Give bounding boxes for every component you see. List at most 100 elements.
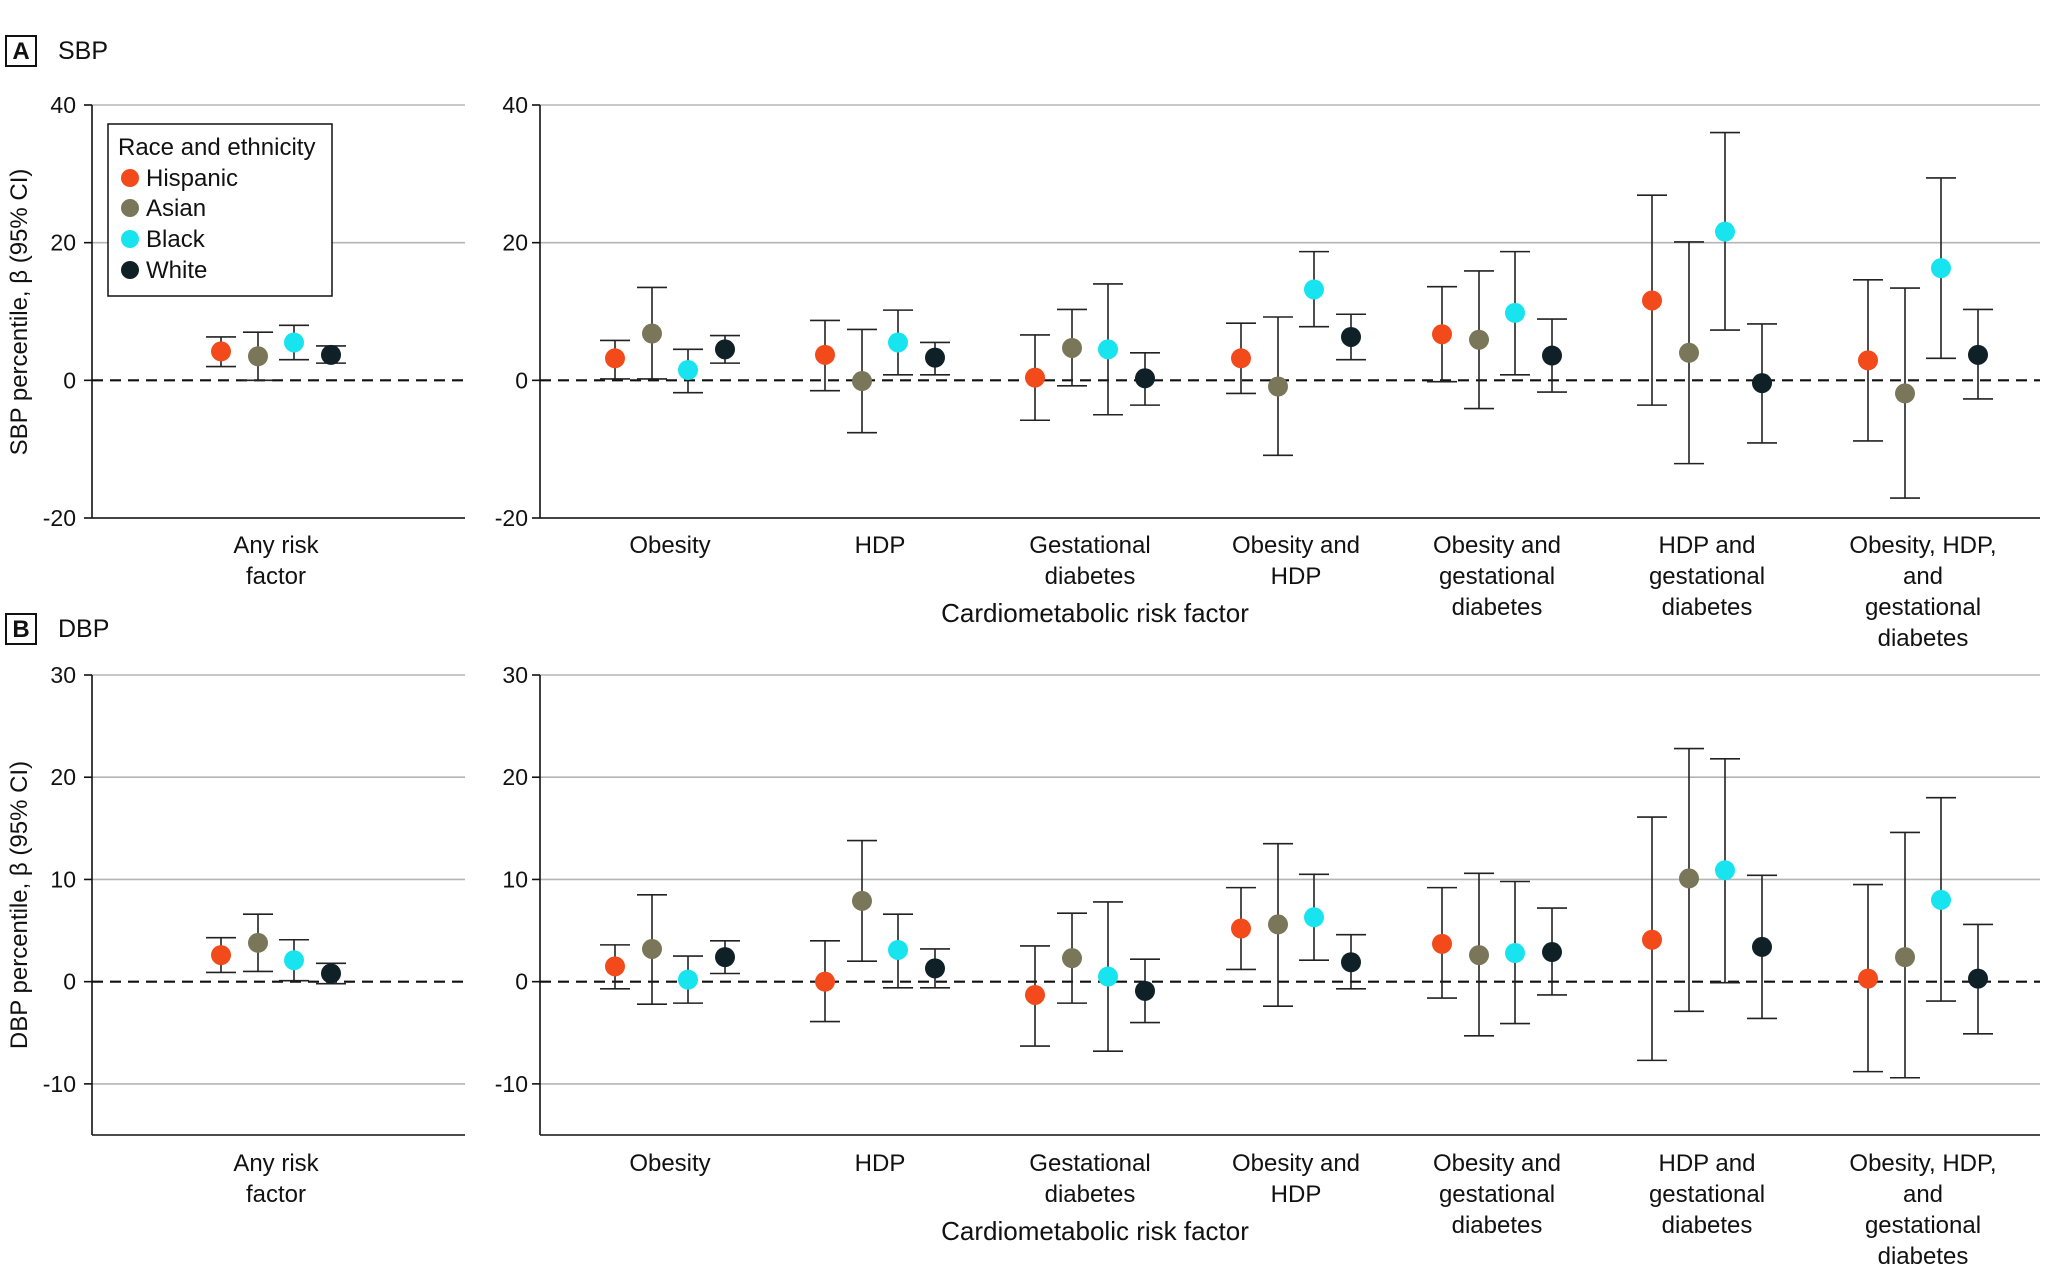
panel-b-obesity-and-gestational-diabetes-black-point	[1505, 943, 1525, 964]
panel-a-label: A	[12, 38, 29, 65]
panel-b-y-axis-title: DBP percentile, β (95% CI)	[6, 761, 33, 1049]
panel-b-hdp-and-gestational-diabetes-black-point	[1715, 860, 1735, 881]
panel-a-hdp-white-point	[925, 347, 945, 368]
panel-a-gestational-diabetes-category-label: Gestational diabetes	[1029, 532, 1150, 590]
panel-a-obesity-and-gestational-diabetes-black-point	[1505, 302, 1525, 323]
panel-b-obesity-black-point	[678, 969, 698, 990]
panel-b-obesity-hdp-and-gestational-diabetes-hispanic-point	[1858, 968, 1878, 989]
panel-a-right-subplot-y-tick-label: -20	[495, 505, 528, 531]
panel-b-any-risk-factor-category-label: Any risk factor	[233, 1150, 319, 1208]
legend-marker-black	[121, 230, 139, 248]
legend-title: Race and ethnicity	[118, 134, 315, 161]
panel-a-obesity-hdp-and-gestational-diabetes-asian-point	[1895, 383, 1915, 404]
panel-b-obesity-hdp-and-gestational-diabetes-black-point	[1931, 889, 1951, 910]
panel-b-any-risk-factor-white-point	[321, 963, 341, 984]
panel-b-hdp-and-gestational-diabetes-asian-point	[1679, 868, 1699, 889]
panel-b-hdp-category-label: HDP	[855, 1150, 906, 1177]
panel-a-any-risk-factor-asian-point	[248, 346, 268, 367]
panel-b-obesity-and-hdp-black-point	[1304, 907, 1324, 928]
panel-b-obesity-and-hdp-hispanic-point	[1231, 918, 1251, 939]
panel-b-y-tick-label: 20	[50, 764, 76, 790]
panel-b-obesity-category-label: Obesity	[629, 1150, 710, 1177]
panel-a-hdp-and-gestational-diabetes-hispanic-point	[1642, 290, 1662, 311]
panel-b-any-risk-factor-asian-point	[248, 932, 268, 953]
panel-a-right-subplot-y-tick-label: 0	[515, 367, 528, 393]
panel-b-gestational-diabetes-black-point	[1098, 966, 1118, 987]
panel-a-y-tick-label: 40	[50, 92, 76, 118]
panel-a-obesity-hdp-and-gestational-diabetes-category-label: Obesity, HDP, and gestational diabetes	[1849, 532, 1996, 652]
panel-a-gestational-diabetes-asian-point	[1062, 337, 1082, 358]
panel-b-gestational-diabetes-hispanic-point	[1025, 984, 1045, 1005]
panel-b-obesity-and-hdp-category-label: Obesity and HDP	[1232, 1150, 1360, 1208]
panel-b-hdp-hispanic-point	[815, 971, 835, 992]
panel-b-hdp-white-point	[925, 958, 945, 979]
panel-a-obesity-hispanic-point	[605, 348, 625, 369]
panel-a-obesity-category-label: Obesity	[629, 532, 710, 559]
panel-a-obesity-and-gestational-diabetes-category-label: Obesity and gestational diabetes	[1433, 532, 1561, 621]
panel-b-gestational-diabetes-category-label: Gestational diabetes	[1029, 1150, 1150, 1208]
panel-a-obesity-and-hdp-hispanic-point	[1231, 348, 1251, 369]
panel-a-right-subplot-y-tick-label: 20	[502, 230, 528, 256]
panel-a-y-tick-label: 20	[50, 230, 76, 256]
panel-b-title: DBP	[58, 615, 109, 643]
panel-b-obesity-hispanic-point	[605, 956, 625, 977]
panel-a-gestational-diabetes-black-point	[1098, 339, 1118, 360]
legend-marker-hispanic	[121, 169, 139, 187]
panel-b-right-subplot-y-tick-label: 0	[515, 969, 528, 995]
panel-a-obesity-black-point	[678, 360, 698, 381]
panel-b-obesity-hdp-and-gestational-diabetes-white-point	[1968, 968, 1988, 989]
panel-b-gestational-diabetes-asian-point	[1062, 948, 1082, 969]
panel-a-obesity-and-gestational-diabetes-asian-point	[1469, 329, 1489, 350]
legend-item-hispanic: Hispanic	[121, 165, 238, 192]
panel-a-obesity-asian-point	[642, 323, 662, 344]
panel-a-hdp-and-gestational-diabetes-black-point	[1715, 221, 1735, 242]
legend-item-asian: Asian	[121, 195, 206, 222]
panel-b-obesity-hdp-and-gestational-diabetes-category-label: Obesity, HDP, and gestational diabetes	[1849, 1150, 1996, 1264]
legend: Race and ethnicity Hispanic Asian Black …	[107, 123, 333, 297]
legend-item-white: White	[121, 257, 207, 284]
panel-b-obesity-and-gestational-diabetes-white-point	[1542, 942, 1562, 963]
panel-b-y-tick-label: -10	[43, 1071, 76, 1097]
panel-b-right-subplot-y-tick-label: 10	[502, 866, 528, 892]
panel-a-y-tick-label: -20	[43, 505, 76, 531]
panel-a-any-risk-factor-black-point	[284, 332, 304, 353]
panel-a-label-box	[5, 35, 37, 67]
panel-b-hdp-and-gestational-diabetes-hispanic-point	[1642, 929, 1662, 950]
panel-b-obesity-and-gestational-diabetes-asian-point	[1469, 945, 1489, 966]
panel-a-obesity-hdp-and-gestational-diabetes-hispanic-point	[1858, 350, 1878, 371]
panel-b-obesity-and-hdp-white-point	[1341, 952, 1361, 973]
legend-label-black: Black	[146, 226, 206, 253]
panel-b-gestational-diabetes-white-point	[1135, 980, 1155, 1001]
legend-marker-white	[121, 261, 139, 279]
panel-b-any-risk-factor-hispanic-point	[211, 945, 231, 966]
legend-label-hispanic: Hispanic	[146, 165, 238, 192]
panel-b-right-subplot-y-tick-label: 30	[502, 662, 528, 688]
legend-label-white: White	[146, 257, 207, 284]
panel-a-obesity-hdp-and-gestational-diabetes-white-point	[1968, 344, 1988, 365]
panel-a-gestational-diabetes-hispanic-point	[1025, 367, 1045, 388]
panel-a-obesity-and-hdp-category-label: Obesity and HDP	[1232, 532, 1360, 590]
panel-b-obesity-and-gestational-diabetes-hispanic-point	[1432, 933, 1452, 954]
panel-b-obesity-asian-point	[642, 938, 662, 959]
panel-a-obesity-and-hdp-black-point	[1304, 279, 1324, 300]
panel-b-hdp-black-point	[888, 939, 908, 960]
panel-a-any-risk-factor-hispanic-point	[211, 341, 231, 362]
panel-a-right-subplot-y-tick-label: 40	[502, 92, 528, 118]
panel-a-hdp-and-gestational-diabetes-asian-point	[1679, 342, 1699, 363]
panel-b-y-tick-label: 10	[50, 866, 76, 892]
panel-a-y-tick-label: 0	[63, 367, 76, 393]
panel-a-obesity-hdp-and-gestational-diabetes-black-point	[1931, 258, 1951, 279]
panel-a-hdp-and-gestational-diabetes-white-point	[1752, 373, 1772, 394]
panel-a-any-risk-factor-category-label: Any risk factor	[233, 532, 319, 590]
panel-b-obesity-white-point	[715, 947, 735, 968]
panel-a-hdp-asian-point	[852, 371, 872, 392]
plot-layers: -20 0 20 40 -20 0 20 40 Any risk factor Obesity HDP…	[43, 92, 2040, 1264]
panel-a-obesity-white-point	[715, 339, 735, 360]
panel-a-x-axis-title: Cardiometabolic risk factor	[941, 598, 1249, 628]
panel-a-gestational-diabetes-white-point	[1135, 368, 1155, 389]
panel-b-right-subplot-y-tick-label: 20	[502, 764, 528, 790]
panel-a-obesity-and-hdp-asian-point	[1268, 376, 1288, 397]
panel-b-obesity-and-gestational-diabetes-category-label: Obesity and gestational diabetes	[1433, 1150, 1561, 1239]
panel-b-right-subplot-y-tick-label: -10	[495, 1071, 528, 1097]
